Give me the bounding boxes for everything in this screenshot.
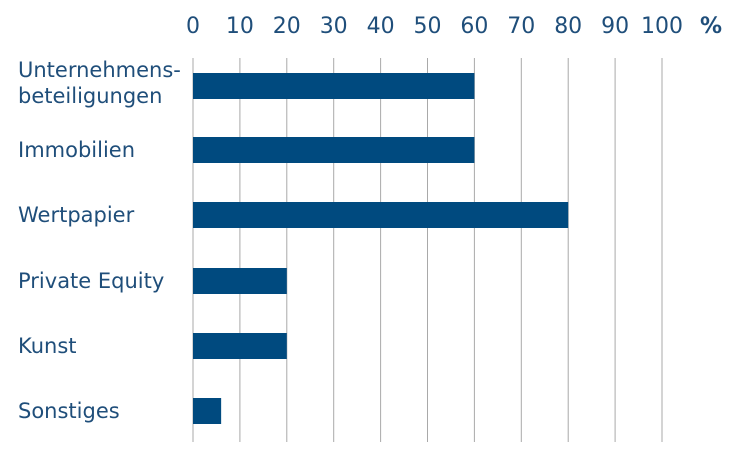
x-tick-label-80: 80 [554, 14, 582, 39]
category-label-0: Unternehmens-beteiligungen [18, 58, 181, 108]
x-tick-label-50: 50 [414, 14, 442, 39]
category-label-1: Immobilien [18, 138, 135, 162]
x-tick-label-10: 10 [226, 14, 254, 39]
bar-5 [193, 398, 222, 424]
bars [193, 73, 569, 424]
category-label-3: Private Equity [18, 269, 164, 293]
x-tick-label-0: 0 [186, 14, 200, 39]
bar-0 [193, 73, 475, 99]
x-tick-label-90: 90 [601, 14, 629, 39]
x-axis-ticks: 0 10 20 30 40 50 60 70 80 90 100 [186, 14, 683, 39]
x-tick-label-60: 60 [460, 14, 488, 39]
x-tick-label-70: 70 [507, 14, 535, 39]
x-tick-label-20: 20 [273, 14, 301, 39]
category-label-2: Wertpapier [18, 203, 135, 227]
bar-3 [193, 268, 287, 294]
grid-lines [192, 58, 663, 442]
bar-4 [193, 333, 287, 359]
bar-2 [193, 202, 569, 228]
x-tick-label-100: 100 [641, 14, 683, 39]
x-tick-label-30: 30 [320, 14, 348, 39]
bar-1 [193, 137, 475, 163]
category-label-5: Sonstiges [18, 399, 120, 423]
x-tick-label-40: 40 [367, 14, 395, 39]
unit-label: % [700, 14, 722, 39]
category-labels: Unternehmens-beteiligungen Immobilien Wert… [18, 58, 181, 423]
category-label-4: Kunst [18, 334, 77, 358]
